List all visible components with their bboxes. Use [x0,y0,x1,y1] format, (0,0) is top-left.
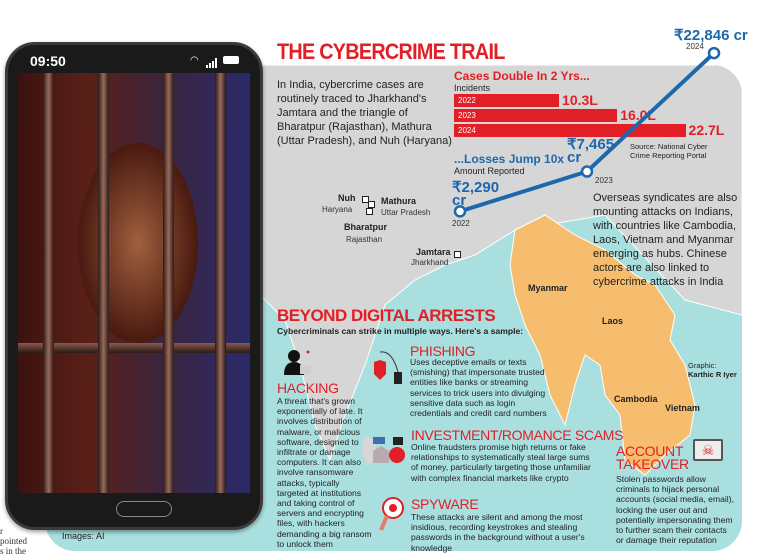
fragment-line: pointed [0,536,27,546]
intro-text: In India, cybercrime cases are routinely… [277,79,452,147]
spyware-title: SPYWARE [411,496,479,512]
graphic-credit-name: Karthic R Iyer [688,370,737,379]
jail-bar [215,73,226,493]
wifi-icon: ◠ [190,55,199,66]
losses-point-2023 [580,165,594,178]
fragment-line: s in the [0,546,26,556]
phishing-text: Uses deceptive emails or texts (smishing… [410,357,547,419]
spyware-text: These attacks are silent and among the m… [411,512,585,553]
losses-point-2024 [707,46,721,60]
losses-value-label: ₹2,290 cr [452,179,500,210]
hacking-text: A threat that's grown exponentially of l… [277,396,372,549]
losses-heading: ...Losses Jump 10x [454,152,565,166]
images-credit: Images: AI [62,531,105,541]
cases-heading: Cases Double In 2 Yrs... [454,69,590,83]
adjacent-article-fragment: r pointed s in the [0,526,27,556]
home-button [116,501,172,517]
jail-bar [98,73,109,493]
graphic-credit-label: Graphic: [688,361,717,370]
account-takeover-title: ACCOUNT TAKEOVER [616,443,689,472]
map [244,65,742,476]
map-sub-haryana: Haryana [322,205,353,214]
cases-bar-value: 10.3L [562,92,598,108]
overseas-text: Overseas syndicates are also mounting at… [593,192,738,288]
phishing-title: PHISHING [410,343,476,359]
face-silhouette [78,143,198,343]
india-landmass [244,65,742,462]
nuh-marker [362,196,369,203]
losses-year-label: 2022 [452,219,470,229]
losses-value-label: ₹22,846 cr [674,27,748,45]
cases-source: Source: National Cyber Crime Reporting P… [630,142,708,160]
hub-countries [509,214,696,476]
country-laos: Laos [602,316,624,326]
map-sub-jharkhand: Jharkhand [411,258,449,267]
cases-bar-2023: 2023 [454,109,618,122]
map-sub-rajasthan: Rajasthan [346,235,383,244]
jamtara-marker [454,251,461,258]
map-label-bharatpur: Bharatpur [344,222,388,232]
cases-bar-2022: 2022 [454,94,560,107]
map-sub-up: Uttar Pradesh [381,208,431,217]
beyond-subheading: Cybercriminals can strike in multiple wa… [277,326,524,336]
country-vietnam: Vietnam [665,403,700,413]
losses-year-label: 2024 [686,42,704,52]
map-label-jamtara: Jamtara [416,247,451,257]
investment-title: INVESTMENT/ROMANCE SCAMS [411,427,624,443]
beyond-heading: BEYOND DIGITAL ARRESTS [277,306,496,325]
signal-icon [206,55,218,68]
bharatpur-marker [366,208,373,215]
country-cambodia: Cambodia [614,394,658,404]
cases-bar-value: 16.0L [620,107,656,123]
prisoner-image [18,73,250,493]
jail-crossbar [18,343,250,353]
phishing-hook-icon [368,350,406,386]
map-label-mathura: Mathura [381,196,417,206]
investment-text: Online fraudsters promise high returns o… [411,442,591,483]
battery-icon [223,56,239,64]
cases-subheading: Incidents [454,83,491,93]
map-label-nuh: Nuh [338,193,356,203]
losses-subheading: Amount Reported [454,166,525,176]
losses-value-label: ₹7,465 cr [567,135,615,166]
mathura-marker [368,201,375,208]
cases-bar-value: 22.7L [688,122,725,138]
hacker-icon [282,348,312,376]
page-title: THE CYBERCRIME TRAIL [277,39,505,64]
jail-bar [163,73,174,493]
jail-bar [43,73,54,493]
status-time: 09:50 [30,53,66,69]
fragment-line: r [0,526,3,536]
hacking-title: HACKING [277,380,339,396]
phone-mockup: 09:50 ◠ [5,42,263,530]
country-myanmar: Myanmar [528,283,568,293]
losses-point-2022 [453,205,467,218]
account-takeover-text: Stolen passwords allow criminals to hija… [616,474,734,546]
losses-year-label: 2023 [595,175,613,185]
skull-laptop-icon: ☠ [693,439,723,461]
spyware-magnifier-icon [377,494,409,534]
investment-money-icon [371,433,407,465]
